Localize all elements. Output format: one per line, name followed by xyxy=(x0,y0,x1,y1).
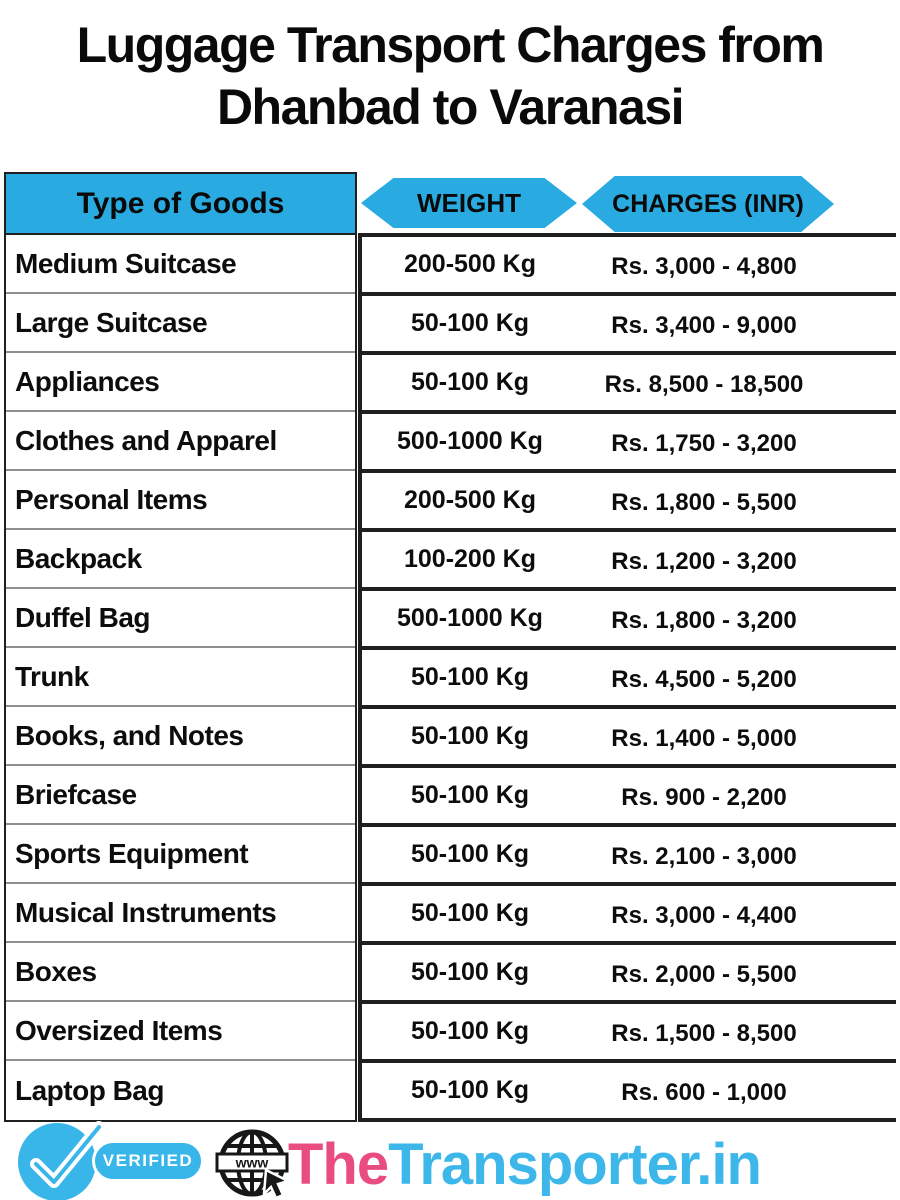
goods-cell: Large Suitcase xyxy=(6,294,355,353)
table-row: 500-1000 Kg Rs. 1,750 - 3,200 xyxy=(362,414,896,473)
weight-cell: 50-100 Kg xyxy=(410,663,530,691)
charges-cell: Rs. 4,500 - 5,200 xyxy=(611,666,797,693)
charges-cell: Rs. 3,000 - 4,400 xyxy=(611,902,797,929)
weight-cell: 200-500 Kg xyxy=(403,486,537,514)
charges-cell: Rs. 3,000 - 4,800 xyxy=(611,253,797,280)
table-row: 50-100 Kg Rs. 1,500 - 8,500 xyxy=(362,1004,896,1063)
weight-cell: 200-500 Kg xyxy=(403,250,537,278)
goods-cell: Laptop Bag xyxy=(15,1074,165,1106)
table-row: 50-100 Kg Rs. 2,000 - 5,500 xyxy=(362,945,896,1004)
table-row: 50-100 Kg Rs. 1,400 - 5,000 xyxy=(362,709,896,768)
weight-cell: 50-100 Kg xyxy=(410,722,530,750)
goods-cell: Trunk xyxy=(6,648,355,707)
goods-cell: Appliances xyxy=(6,353,355,412)
verified-label: VERIFIED xyxy=(102,1151,194,1170)
goods-header-cell: Type of Goods xyxy=(6,174,355,235)
charges-cell: Rs. 1,400 - 5,000 xyxy=(611,725,797,752)
goods-cell: Sports Equipment xyxy=(6,825,355,884)
table-row: 50-100 Kg Rs. 4,500 - 5,200 xyxy=(362,650,896,709)
verified-check-icon xyxy=(18,1121,105,1200)
charges-banner-label: CHARGES (INR) xyxy=(612,189,804,218)
goods-cell: Books, and Notes xyxy=(6,707,355,766)
weight-cell: 500-1000 Kg xyxy=(397,427,543,455)
goods-cell: Clothes and Apparel xyxy=(6,412,355,471)
weight-cell: 50-100 Kg xyxy=(410,1076,530,1104)
charges-cell: Rs. 1,500 - 8,500 xyxy=(611,1020,797,1047)
table-row: 50-100 Kg Rs. 2,100 - 3,000 xyxy=(362,827,896,886)
weight-cell: 50-100 Kg xyxy=(410,899,530,927)
page-title: Luggage Transport Charges from Dhanbad t… xyxy=(0,14,900,138)
weight-banner: WEIGHT xyxy=(361,178,577,228)
charges-cell: Rs. 8,500 - 18,500 xyxy=(604,371,804,398)
goods-cell: Medium Suitcase xyxy=(6,235,355,294)
table-row: 50-100 Kg Rs. 3,400 - 9,000 xyxy=(362,296,896,355)
globe-www-icon: www xyxy=(215,1129,292,1200)
brand-transporter: Transporter.in xyxy=(388,1132,762,1197)
verified-badge: VERIFIED xyxy=(92,1140,204,1182)
table-row: 50-100 Kg Rs. 900 - 2,200 xyxy=(362,768,896,827)
goods-cell: Boxes xyxy=(6,943,355,1002)
title-line-1: Luggage Transport Charges from xyxy=(76,17,825,73)
title-line-2: Dhanbad to Varanasi xyxy=(216,79,685,135)
table-row: 50-100 Kg Rs. 8,500 - 18,500 xyxy=(362,355,896,414)
goods-cell: Briefcase xyxy=(6,766,355,825)
weight-cell: 100-200 Kg xyxy=(403,545,537,573)
charges-cell: Rs. 900 - 2,200 xyxy=(621,784,787,811)
charges-cell: Rs. 1,800 - 5,500 xyxy=(611,489,797,516)
weight-banner-label: WEIGHT xyxy=(417,187,521,218)
weight-cell: 50-100 Kg xyxy=(410,958,530,986)
goods-column-body: Medium Suitcase Large Suitcase Appliances C… xyxy=(6,235,355,1120)
charges-banner-shape xyxy=(582,176,834,232)
table-row: 200-500 Kg Rs. 1,800 - 5,500 xyxy=(362,473,896,532)
brand-the: The xyxy=(288,1132,389,1197)
table-row: 500-1000 Kg Rs. 1,800 - 3,200 xyxy=(362,591,896,650)
charges-cell: Rs. 1,750 - 3,200 xyxy=(611,430,797,457)
table-row: 200-500 Kg Rs. 3,000 - 4,800 xyxy=(362,237,896,296)
charges-cell: Rs. 1,800 - 3,200 xyxy=(611,607,797,634)
weight-cell: 50-100 Kg xyxy=(410,840,530,868)
weight-cell: 50-100 Kg xyxy=(410,309,530,337)
weight-cell: 50-100 Kg xyxy=(410,781,530,809)
table-row: 50-100 Kg Rs. 600 - 1,000 xyxy=(362,1063,896,1122)
goods-cell: Duffel Bag xyxy=(6,589,355,648)
charges-banner: CHARGES (INR) xyxy=(582,176,834,232)
charges-cell: Rs. 600 - 1,000 xyxy=(621,1079,787,1106)
weight-banner-shape xyxy=(361,178,577,228)
weight-cell: 500-1000 Kg xyxy=(397,604,543,632)
table-row: 50-100 Kg Rs. 3,000 - 4,400 xyxy=(362,886,896,945)
table-row: 100-200 Kg Rs. 1,200 - 3,200 xyxy=(362,532,896,591)
goods-cell: Personal Items xyxy=(6,471,355,530)
charges-cell: Rs. 1,200 - 3,200 xyxy=(611,548,797,575)
goods-cell: Oversized Items xyxy=(6,1002,355,1061)
goods-cell: Musical Instruments xyxy=(6,884,355,943)
goods-column: Type of Goods Medium Suitcase Large Suitc… xyxy=(4,172,357,1122)
charges-cell: Rs. 2,100 - 3,000 xyxy=(611,843,797,870)
weight-cell: 50-100 Kg xyxy=(410,368,530,396)
weight-cell: 50-100 Kg xyxy=(410,1017,530,1045)
charges-cell: Rs. 2,000 - 5,500 xyxy=(611,961,797,988)
charges-cell: Rs. 3,400 - 9,000 xyxy=(611,312,797,339)
values-column-body: 200-500 Kg Rs. 3,000 - 4,800 50-100 Kg Rs. … xyxy=(358,233,896,1122)
brand-logo: TheTransporter.in xyxy=(288,1132,762,1197)
goods-cell: Backpack xyxy=(6,530,355,589)
globe-www-label: www xyxy=(235,1155,269,1171)
